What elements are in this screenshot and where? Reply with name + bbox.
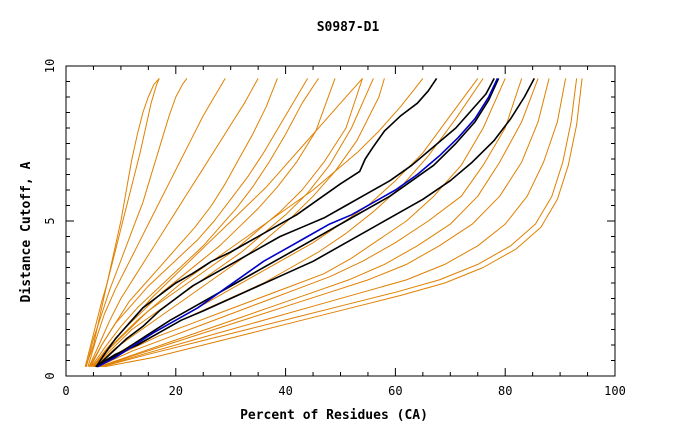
series-line-orange-20 bbox=[104, 78, 583, 368]
series-line-orange-6 bbox=[89, 78, 309, 367]
series-line-blue-27 bbox=[97, 78, 499, 368]
series-line-orange-4 bbox=[88, 78, 259, 367]
series-line-orange-1 bbox=[84, 78, 160, 367]
series-line-black-26 bbox=[95, 78, 536, 368]
series-line-orange-2 bbox=[85, 78, 188, 367]
series-line-orange-19 bbox=[102, 78, 578, 368]
series-line-orange-14 bbox=[96, 78, 506, 368]
series-line-black-25 bbox=[96, 78, 500, 368]
series-line-orange-3 bbox=[87, 78, 226, 367]
series-line-orange-15 bbox=[97, 78, 523, 368]
x-tick-label: 20 bbox=[169, 384, 183, 398]
series-line-orange-10 bbox=[93, 78, 374, 368]
x-tick-label: 40 bbox=[278, 384, 292, 398]
series-layer bbox=[84, 77, 583, 368]
y-tick-label: 10 bbox=[43, 59, 57, 73]
chart-title: S0987-D1 bbox=[317, 20, 380, 35]
x-tick-label: 80 bbox=[498, 384, 512, 398]
series-line-orange-17 bbox=[99, 78, 550, 368]
y-tick-label: 0 bbox=[43, 372, 57, 379]
series-line-orange-21 bbox=[93, 78, 424, 368]
x-tick-label: 0 bbox=[62, 384, 69, 398]
x-tick-label: 60 bbox=[388, 384, 402, 398]
series-line-orange-12 bbox=[94, 78, 479, 368]
series-line-orange-11 bbox=[94, 78, 385, 368]
plot-frame bbox=[65, 65, 616, 377]
series-line-orange-5 bbox=[90, 78, 278, 367]
axis-tick-labels: 0 20 40 60 80 100 0 5 10 bbox=[43, 59, 626, 398]
x-tick-label: 100 bbox=[604, 384, 626, 398]
axis-ticks bbox=[65, 65, 616, 377]
series-line-black-24 bbox=[96, 78, 495, 368]
series-line-black-23 bbox=[95, 77, 438, 368]
series-line-orange-9 bbox=[92, 78, 363, 368]
series-line-orange-18 bbox=[100, 78, 567, 368]
y-axis-label: Distance Cutoff, A bbox=[19, 161, 34, 302]
y-tick-label: 5 bbox=[43, 217, 57, 224]
series-line-orange-7 bbox=[90, 78, 319, 367]
series-line-orange-16 bbox=[98, 78, 539, 368]
series-line-orange-0 bbox=[85, 78, 160, 367]
x-axis-label: Percent of Residues (CA) bbox=[240, 408, 428, 423]
